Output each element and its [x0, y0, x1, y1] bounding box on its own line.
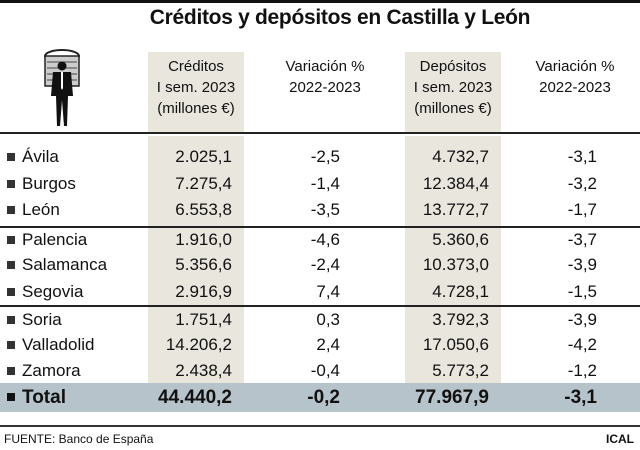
group-divider [0, 226, 640, 228]
depositos-value: 5.773,2 [432, 361, 489, 380]
variacion-creditos-value: -3,5 [310, 200, 340, 219]
province-label: Burgos [22, 174, 76, 193]
header-line: 2022-2023 [289, 79, 361, 96]
variacion-creditos-value: -1,4 [310, 174, 340, 193]
creditos-value: 2.438,4 [175, 361, 232, 380]
header-line: I sem. 2023 [156, 79, 236, 96]
variacion-creditos-value: 2,4 [316, 335, 340, 354]
depositos-header-shade [405, 52, 501, 132]
variacion-depositos-value: -3,1 [564, 387, 597, 408]
creditos-value: 1.916,0 [175, 230, 232, 249]
creditos-value: 2.025,1 [175, 147, 232, 166]
header-line: (millones €) [414, 100, 492, 117]
footer-rule [0, 425, 640, 427]
bullet-icon [7, 180, 15, 188]
bullet-icon [7, 206, 15, 214]
header-line: Créditos [168, 58, 224, 75]
creditos-value: 2.916,9 [175, 282, 232, 301]
depositos-column-shade [405, 136, 501, 383]
variacion-creditos-value: -0,2 [307, 387, 340, 408]
province-label: Segovia [22, 282, 84, 301]
bullet-icon [7, 341, 15, 349]
source-note: FUENTE: Banco de España [4, 432, 154, 446]
depositos-value: 13.772,7 [422, 200, 489, 219]
province-label: Total [22, 387, 66, 408]
creditos-value: 7.275,4 [175, 174, 232, 193]
depositos-value: 4.732,7 [432, 147, 489, 166]
bullet-icon [7, 316, 15, 324]
province-label: Ávila [22, 147, 59, 166]
variacion-creditos-value: -2,5 [310, 147, 340, 166]
table-row: Salamanca 5.356,6 -2,4 10.373,0 -3,9 [0, 252, 640, 278]
variacion-depositos-value: -3,2 [567, 174, 597, 193]
bullet-icon [7, 367, 15, 375]
header-rule [0, 132, 640, 134]
group-divider [0, 305, 640, 307]
header-creditos: Créditos I sem. 2023 (millones €) [148, 56, 244, 119]
bullet-icon [7, 288, 15, 296]
creditos-value: 5.356,6 [175, 255, 232, 274]
total-row: Total 44.440,2 -0,2 77.967,9 -3,1 [0, 383, 640, 412]
bullet-icon [7, 236, 15, 244]
top-rule [0, 0, 640, 3]
province-label: Salamanca [22, 255, 108, 274]
table-row: Segovia 2.916,9 7,4 4.728,1 -1,5 [0, 279, 640, 305]
chart-title: Créditos y depósitos en Castilla y León [149, 6, 531, 29]
table-row: Zamora 2.438,4 -0,4 5.773,2 -1,2 [0, 358, 640, 384]
table-row: Valladolid 14.206,2 2,4 17.050,6 -4,2 [0, 332, 640, 358]
creditos-value: 1.751,4 [175, 310, 232, 329]
variacion-creditos-value: -4,6 [310, 230, 340, 249]
depositos-value: 12.384,4 [422, 174, 489, 193]
creditos-value: 44.440,2 [158, 387, 232, 408]
bullet-icon [7, 261, 15, 269]
header-line: Depósitos [419, 58, 487, 75]
table-row: Soria 1.751,4 0,3 3.792,3 -3,9 [0, 307, 640, 333]
depositos-value: 10.373,0 [422, 255, 489, 274]
province-label: Soria [22, 310, 62, 329]
table-row: Palencia 1.916,0 -4,6 5.360,6 -3,7 [0, 227, 640, 253]
header-line: Variación % [285, 58, 365, 75]
table-row: Burgos 7.275,4 -1,4 12.384,4 -3,2 [0, 171, 640, 197]
table-row: León 6.553,8 -3,5 13.772,7 -1,7 [0, 197, 640, 223]
depositos-value: 17.050,6 [422, 335, 489, 354]
businessman-with-coins-icon [38, 48, 86, 128]
creditos-header-shade [148, 52, 244, 132]
header-line: (millones €) [157, 100, 235, 117]
header-depositos: Depósitos I sem. 2023 (millones €) [405, 56, 501, 119]
header-variacion-creditos: Variación % 2022-2023 [265, 56, 385, 98]
creditos-value: 14.206,2 [165, 335, 232, 354]
header-line: 2022-2023 [539, 79, 611, 96]
variacion-depositos-value: -1,7 [567, 200, 597, 219]
header-line: I sem. 2023 [413, 79, 493, 96]
variacion-creditos-value: 7,4 [316, 282, 340, 301]
variacion-depositos-value: -4,2 [567, 335, 597, 354]
agency-credit: ICAL [606, 432, 634, 446]
variacion-depositos-value: -3,9 [567, 255, 597, 274]
creditos-value: 6.553,8 [175, 200, 232, 219]
variacion-depositos-value: -1,5 [567, 282, 597, 301]
variacion-depositos-value: -1,2 [567, 361, 597, 380]
depositos-value: 5.360,6 [432, 230, 489, 249]
bullet-icon [7, 153, 15, 161]
variacion-depositos-value: -3,1 [567, 147, 597, 166]
variacion-creditos-value: -2,4 [310, 255, 340, 274]
province-label: Valladolid [22, 335, 95, 354]
province-label: Zamora [22, 361, 81, 380]
variacion-depositos-value: -3,7 [567, 230, 597, 249]
header-line: Variación % [535, 58, 615, 75]
bullet-icon [7, 393, 15, 401]
creditos-column-shade [148, 136, 244, 383]
depositos-value: 3.792,3 [432, 310, 489, 329]
variacion-creditos-value: -0,4 [310, 361, 340, 380]
header-variacion-depositos: Variación % 2022-2023 [515, 56, 635, 98]
province-label: Palencia [22, 230, 88, 249]
depositos-value: 77.967,9 [415, 387, 489, 408]
variacion-creditos-value: 0,3 [316, 310, 340, 329]
variacion-depositos-value: -3,9 [567, 310, 597, 329]
table-row: Ávila 2.025,1 -2,5 4.732,7 -3,1 [0, 144, 640, 170]
depositos-value: 4.728,1 [432, 282, 489, 301]
province-label: León [22, 200, 60, 219]
